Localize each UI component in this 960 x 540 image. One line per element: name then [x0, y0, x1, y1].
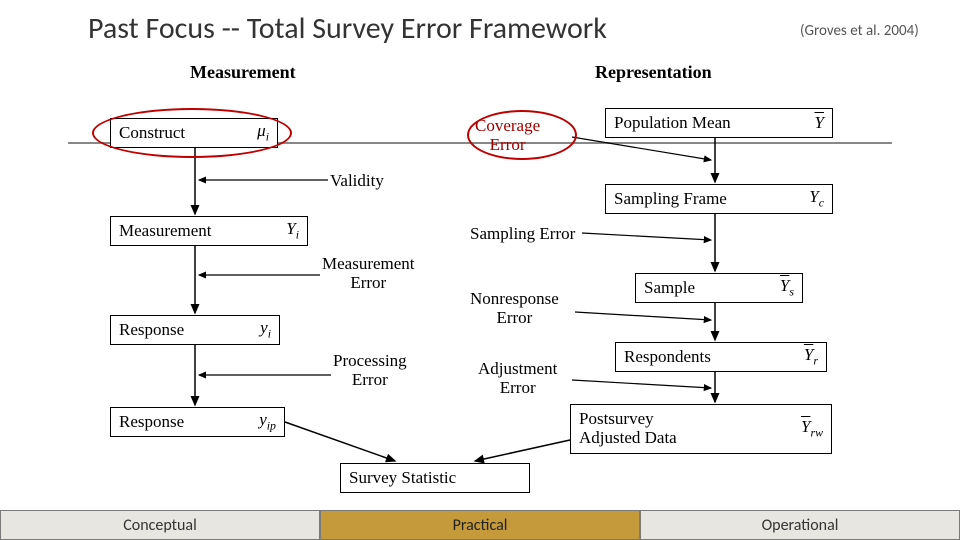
error-validity: Validity — [330, 172, 384, 191]
slide-title: Past Focus -- Total Survey Error Framewo… — [88, 10, 607, 47]
box-respondents: RespondentsYr — [615, 342, 827, 372]
error-nonresponse: NonresponseError — [470, 290, 559, 327]
footer-conceptual[interactable]: Conceptual — [0, 510, 320, 540]
box-sample: SampleYs — [635, 273, 803, 303]
highlight-oval-0 — [467, 110, 577, 160]
slide: Past Focus -- Total Survey Error Framewo… — [0, 0, 960, 540]
header-measurement: Measurement — [190, 62, 296, 83]
box-postsurvey: PostsurveyAdjusted DataYrw — [570, 404, 832, 454]
error-proc_error: ProcessingError — [333, 352, 407, 389]
error-sampling: Sampling Error — [470, 225, 575, 244]
box-frame: Sampling FrameYc — [605, 184, 833, 214]
error-adjustment: AdjustmentError — [478, 360, 557, 397]
arrows-layer — [0, 0, 960, 540]
box-popmean: Population MeanY — [605, 108, 833, 138]
error-meas_error: MeasurementError — [322, 255, 415, 292]
highlight-oval-1 — [92, 108, 292, 158]
footer-tabs: Conceptual Practical Operational — [0, 510, 960, 540]
footer-practical[interactable]: Practical — [320, 510, 640, 540]
box-response2: Responseyip — [110, 407, 285, 437]
box-response1: Responseyi — [110, 315, 280, 345]
box-statistic: Survey Statistic — [340, 463, 530, 493]
box-measurement: MeasurementYi — [110, 216, 308, 246]
footer-operational[interactable]: Operational — [640, 510, 960, 540]
citation: (Groves et al. 2004) — [800, 22, 919, 40]
header-representation: Representation — [595, 62, 712, 83]
